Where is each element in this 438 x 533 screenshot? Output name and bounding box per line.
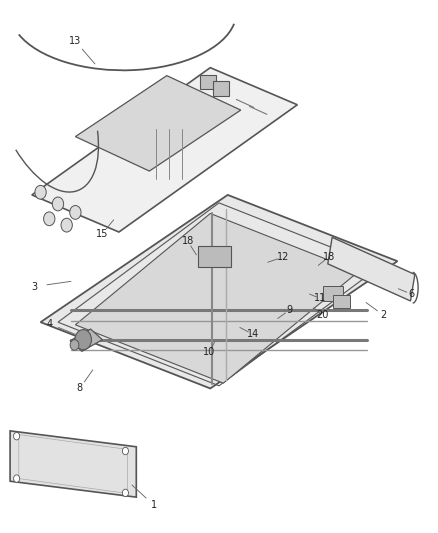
Circle shape bbox=[14, 432, 20, 440]
Text: 9: 9 bbox=[286, 305, 293, 315]
Circle shape bbox=[70, 340, 79, 350]
Text: 3: 3 bbox=[31, 281, 37, 292]
Circle shape bbox=[61, 218, 72, 232]
Text: 15: 15 bbox=[96, 229, 109, 239]
Polygon shape bbox=[41, 195, 397, 389]
Text: 14: 14 bbox=[247, 329, 259, 340]
Text: 18: 18 bbox=[181, 236, 194, 246]
Text: 11: 11 bbox=[314, 293, 326, 303]
Text: 6: 6 bbox=[408, 289, 414, 299]
Circle shape bbox=[52, 197, 64, 211]
Text: 12: 12 bbox=[277, 252, 290, 262]
Circle shape bbox=[35, 185, 46, 199]
Text: 4: 4 bbox=[46, 319, 52, 329]
Text: 13: 13 bbox=[69, 36, 81, 46]
Circle shape bbox=[122, 489, 128, 497]
Polygon shape bbox=[75, 76, 241, 171]
FancyBboxPatch shape bbox=[333, 295, 350, 308]
Text: 1: 1 bbox=[151, 500, 157, 510]
Polygon shape bbox=[328, 237, 415, 301]
FancyBboxPatch shape bbox=[198, 246, 231, 266]
FancyBboxPatch shape bbox=[322, 286, 343, 301]
FancyBboxPatch shape bbox=[213, 81, 230, 96]
FancyBboxPatch shape bbox=[200, 75, 216, 90]
Circle shape bbox=[122, 447, 128, 455]
Text: 20: 20 bbox=[316, 310, 329, 320]
Text: 8: 8 bbox=[77, 383, 83, 393]
Text: 18: 18 bbox=[322, 252, 335, 262]
Polygon shape bbox=[75, 214, 358, 383]
Circle shape bbox=[14, 475, 20, 482]
Polygon shape bbox=[32, 68, 297, 232]
Text: 10: 10 bbox=[203, 348, 215, 358]
Circle shape bbox=[75, 329, 92, 350]
Text: 2: 2 bbox=[380, 310, 387, 320]
Circle shape bbox=[70, 206, 81, 219]
Polygon shape bbox=[70, 329, 102, 351]
Polygon shape bbox=[10, 431, 136, 497]
Circle shape bbox=[44, 212, 55, 225]
